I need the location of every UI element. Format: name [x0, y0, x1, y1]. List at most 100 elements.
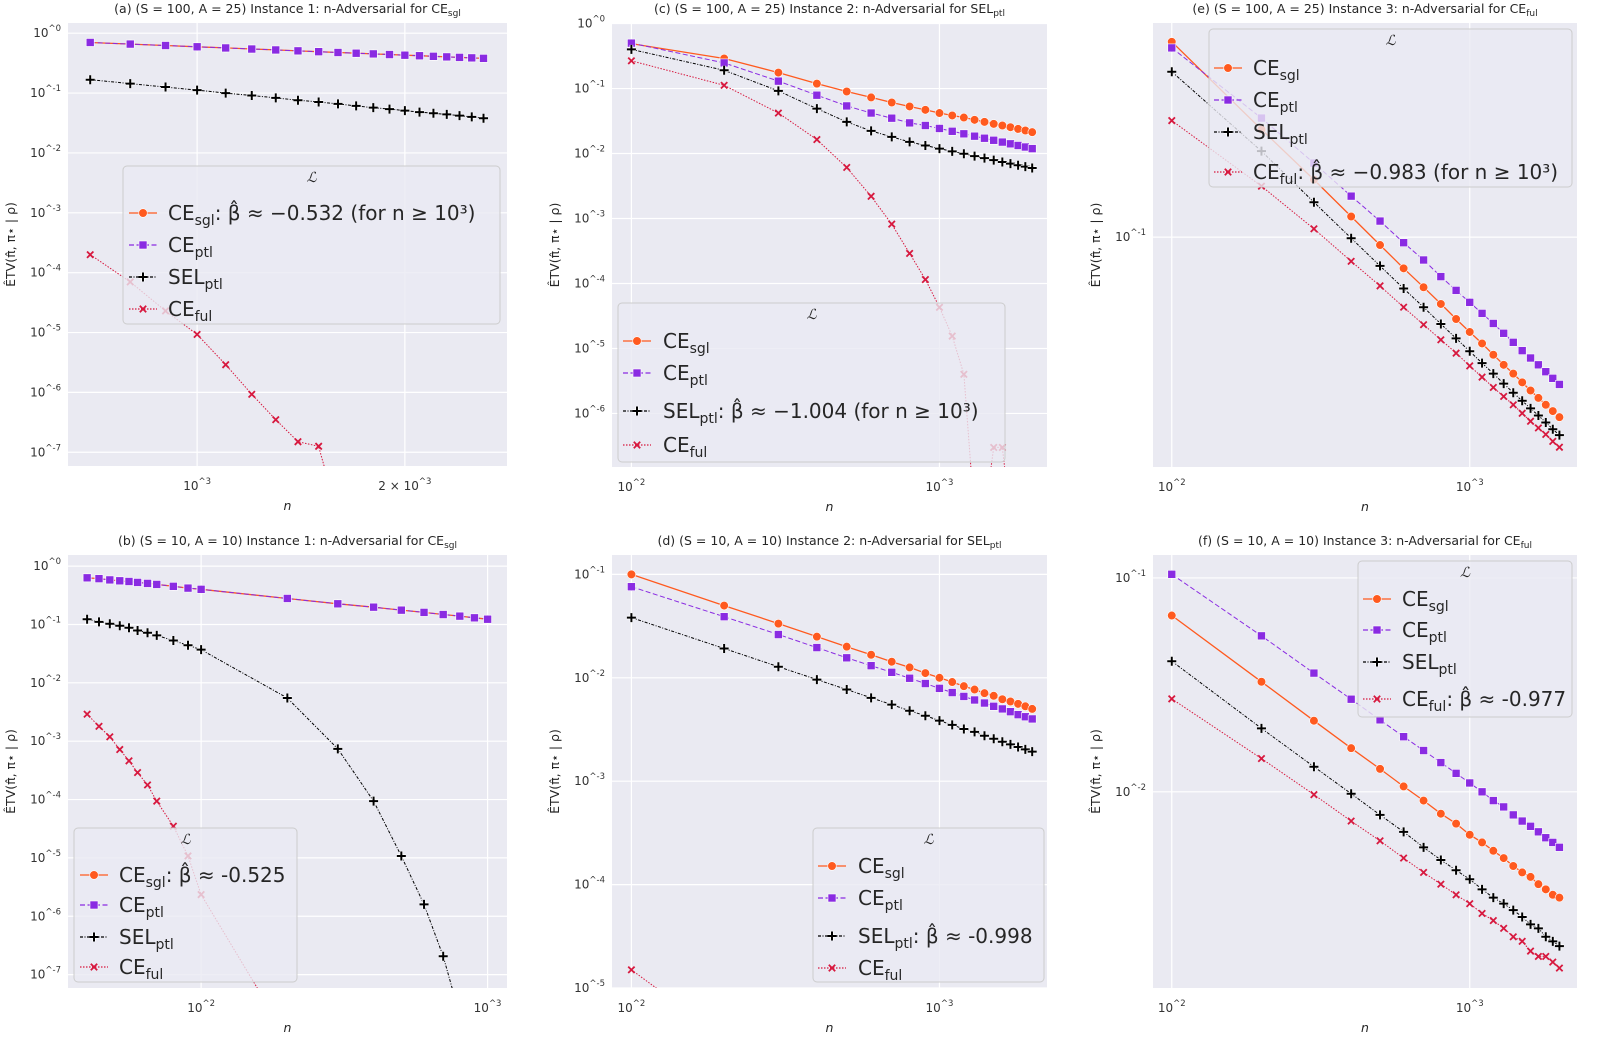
data-point-SEL_ptl-stroke: [1517, 396, 1527, 406]
legend-entry-CE_sgl: CEsgl: [1363, 587, 1449, 615]
legend-entry-CE_ful: CEful: β̂ ≈ −0.983 (for n ≥ 10³): [1214, 159, 1558, 188]
y-tick-label: 10^-5: [574, 979, 605, 995]
data-point-CE_ptl: [812, 643, 822, 652]
data-point-CE_ful: [152, 797, 161, 805]
data-point-CE_ful: [294, 437, 302, 446]
data-point-CE_ptl: [1167, 43, 1177, 53]
data-point-SEL_ptl-stroke: [105, 619, 115, 629]
data-point-CE_ptl: [980, 133, 989, 143]
data-point-CE_ful: [1465, 362, 1474, 370]
x-tick-label: 10^3: [1456, 478, 1484, 494]
data-point-SEL_ptl-stroke: [1375, 261, 1385, 271]
data-point-CE_ptl: [1451, 769, 1461, 778]
series-line-SEL_ptl: [90, 79, 484, 119]
data-point-SEL_ptl-stroke: [1465, 346, 1475, 356]
data-point-SEL_ptl-stroke: [1167, 67, 1177, 77]
data-point-CE_ptl: [812, 90, 822, 100]
series-layer: [626, 38, 1037, 467]
legend-box: [122, 165, 501, 325]
data-point-SEL_ptl-stroke: [1477, 358, 1487, 368]
data-point-CE_ptl: [1346, 191, 1356, 201]
data-point-CE_ptl: [1477, 787, 1487, 797]
data-point-CE_ptl: [935, 684, 944, 693]
y-tick-label: 10^-1: [574, 565, 605, 581]
y-tick-label: 10^-3: [574, 772, 605, 788]
legend-title: ℒ: [1385, 33, 1396, 49]
legend-entry-CE_ptl: CEptl: [129, 233, 213, 261]
data-point-CE_ptl: [970, 695, 979, 705]
legend-title: ℒ: [306, 170, 317, 186]
data-point-CE_ful: [1534, 952, 1543, 961]
series-layer: [85, 37, 489, 466]
data-point-CE_sgl: [959, 681, 969, 691]
data-point-CE_ptl: [1526, 353, 1535, 363]
data-point-SEL_ptl-stroke: [1488, 893, 1498, 903]
data-point-CE_ptl: [1548, 373, 1558, 383]
data-point-SEL_ptl-stroke: [1499, 899, 1509, 909]
data-point-CE_sgl: [959, 112, 969, 123]
legend-marker-x: [90, 963, 98, 971]
data-point-CE_ful: [1376, 836, 1384, 845]
data-point-SEL_ptl-stroke: [455, 111, 465, 121]
legend-label: CEptl: [168, 233, 213, 261]
legend-entry-SEL_ptl: SELptl: [1214, 120, 1308, 148]
x-tick-label: 10^2: [187, 999, 215, 1015]
data-point-CE_sgl: [905, 101, 915, 112]
data-point-CE_ptl: [369, 602, 378, 612]
data-point-CE_ptl: [1541, 833, 1551, 843]
data-point-CE_ful: [1347, 257, 1355, 266]
series-layer: [1167, 569, 1565, 972]
data-point-CE_ptl: [1013, 141, 1023, 150]
data-point-CE_sgl: [1499, 853, 1509, 863]
y-tick-label: 10^-4: [30, 791, 61, 807]
data-point-CE_ful: [1437, 335, 1445, 344]
legend-entry-CE_ptl: CEptl: [1363, 618, 1447, 646]
data-point-CE_ful: [813, 135, 821, 144]
data-point-CE_ptl: [333, 48, 343, 57]
data-point-CE_ptl: [980, 698, 989, 708]
series-line-CE_ful: [86, 713, 258, 988]
y-tick-label: 10^-2: [574, 145, 605, 161]
data-point-CE_ful: [115, 745, 124, 754]
data-point-SEL_ptl-stroke: [1399, 827, 1409, 837]
y-tick-label: 10^-6: [30, 907, 61, 923]
panel-a: 10^0 10^-1 10^-2 10^-3 10^-4 10^-5 10^-6 10^-7 1…: [3, 1, 507, 513]
data-point-SEL_ptl-stroke: [1013, 742, 1023, 752]
data-point-CE_ptl: [774, 630, 783, 639]
data-point-CE_ful: [1437, 880, 1445, 889]
data-point-SEL_ptl-stroke: [333, 744, 343, 754]
data-point-CE_ful: [143, 781, 152, 789]
series-layer: [82, 573, 493, 1020]
data-point-CE_sgl: [947, 677, 957, 687]
y-tick-label: 10^0: [577, 15, 605, 31]
data-point-CE_sgl: [1541, 400, 1551, 410]
data-point-CE_sgl: [1375, 240, 1385, 250]
data-point-CE_sgl: [1533, 879, 1543, 889]
data-point-CE_ful: [133, 768, 142, 777]
data-point-CE_ptl: [887, 113, 897, 123]
data-point-CE_ful: [1167, 116, 1176, 125]
panel-title: (f) (S = 10, A = 10) Instance 3: n-Adver…: [1198, 533, 1532, 551]
data-point-SEL_ptl-stroke: [1541, 932, 1551, 942]
data-point-SEL_ptl-stroke: [455, 1011, 464, 1020]
data-point-SEL_ptl-stroke: [1465, 874, 1475, 884]
data-point-SEL_ptl-stroke: [1005, 159, 1015, 169]
data-point-SEL_ptl-stroke: [1419, 842, 1429, 852]
data-point-CE_ptl: [947, 688, 957, 697]
data-point-CE_ptl: [314, 47, 323, 56]
y-tick-label: 10^-3: [30, 204, 61, 220]
data-point-SEL_ptl-stroke: [626, 44, 636, 54]
data-point-CE_ful: [193, 330, 201, 339]
data-point-CE_ptl: [479, 54, 488, 63]
data-point-CE_ful: [1555, 964, 1564, 972]
data-point-CE_sgl: [812, 79, 822, 89]
data-point-CE_ful: [1548, 958, 1557, 966]
legend: ℒ CEsgl CEptl SELptl CEful: β̂ ≈ −0.983 (for…: [1208, 28, 1573, 188]
data-point-SEL_ptl-stroke: [1005, 739, 1015, 749]
data-point-CE_sgl: [773, 67, 783, 78]
data-point-CE_ptl: [115, 576, 125, 586]
data-point-CE_ptl: [1499, 802, 1508, 812]
data-point-CE_sgl: [1465, 830, 1475, 840]
legend-label: CEful: β̂ ≈ −0.983 (for n ≥ 10³): [1253, 159, 1558, 188]
data-point-CE_ptl: [1465, 298, 1475, 307]
